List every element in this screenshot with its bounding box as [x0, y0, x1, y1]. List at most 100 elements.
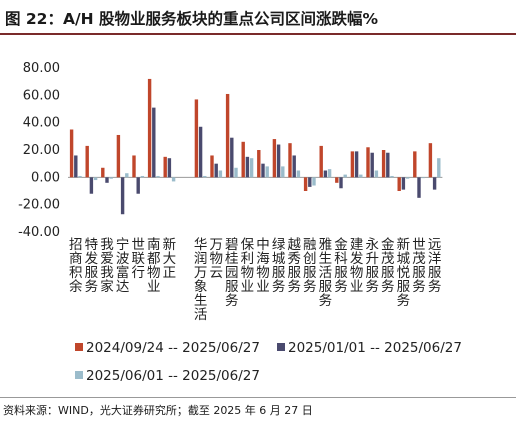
legend-swatch: [277, 343, 285, 351]
category-label: 雅生活服务: [319, 237, 333, 309]
bar: [136, 177, 140, 194]
bar: [390, 175, 394, 178]
bar: [241, 141, 245, 178]
bar: [359, 174, 363, 178]
bar: [374, 170, 379, 178]
category-label: 南都物业: [147, 237, 161, 295]
bar: [249, 158, 254, 178]
bar: [257, 150, 261, 178]
bar: [276, 144, 281, 178]
bar: [132, 155, 136, 178]
bar: [116, 134, 121, 178]
bar: [432, 177, 437, 190]
bar: [327, 169, 332, 178]
bar: [89, 177, 94, 194]
y-tick-label: -20.00: [18, 198, 60, 213]
bar: [319, 145, 323, 178]
bar: [312, 177, 316, 186]
bar: [401, 177, 406, 190]
bar: [343, 174, 347, 178]
bar: [225, 93, 230, 178]
category-label: 我爱我家: [100, 237, 114, 295]
bar: [69, 129, 74, 178]
bar: [370, 152, 374, 178]
bar: [323, 170, 328, 178]
category-label: 远洋服务: [428, 237, 442, 295]
bar: [292, 155, 296, 178]
bar: [308, 177, 312, 187]
bar: [214, 163, 218, 178]
legend: 2024/09/24 -- 2025/06/27 2025/01/01 -- 20…: [75, 340, 462, 384]
category-label: 万物云: [209, 237, 223, 281]
bar: [218, 170, 223, 178]
bar: [417, 177, 421, 198]
legend-swatch: [75, 343, 83, 351]
bar: [198, 126, 203, 178]
bar: [171, 177, 176, 182]
category-label: 世茂服务: [412, 237, 426, 295]
bar: [397, 177, 401, 191]
bar: [234, 167, 238, 178]
category-label: 华润万象生活: [194, 237, 208, 323]
bar: [335, 177, 339, 183]
bar: [125, 173, 129, 178]
bar: [152, 107, 156, 178]
bar: [303, 177, 308, 191]
y-tick-label: -40.00: [18, 225, 60, 240]
bar: [366, 147, 370, 178]
bar: [101, 167, 105, 178]
bar: [120, 177, 125, 215]
bar: [386, 152, 390, 178]
y-tick-label: 60.00: [23, 88, 60, 103]
bars: [69, 78, 441, 215]
footer-divider: [0, 397, 516, 398]
legend-label: 2025/06/01 -- 2025/06/27: [86, 368, 260, 384]
bar: [281, 166, 285, 178]
bar: [210, 155, 214, 178]
bar: [413, 151, 417, 178]
category-label: 永升服务: [365, 237, 379, 295]
bar: [265, 166, 269, 178]
category-label: 新城悦服务: [397, 237, 411, 309]
bar: [339, 177, 343, 189]
bar: [245, 156, 250, 178]
category-label: 宁波富达: [116, 236, 130, 295]
category-label: 碧桂园服务: [225, 237, 239, 309]
bar: [93, 177, 98, 181]
category-label: 新大正: [163, 237, 177, 281]
legend-swatch: [75, 371, 83, 379]
category-label: 招商积余: [69, 237, 83, 295]
category-label: 建发物业: [350, 237, 364, 295]
bar: [272, 139, 277, 178]
legend-label: 2024/09/24 -- 2025/06/27: [86, 340, 260, 356]
bar: [230, 137, 234, 178]
axes: 80.00 60.00 40.00 20.00 0.00 -20.00 -40.00: [18, 61, 443, 240]
category-label: 融创服务: [303, 237, 317, 295]
category-label: 特发服务: [85, 237, 99, 295]
y-tick-label: 20.00: [23, 143, 60, 158]
bar: [78, 175, 82, 178]
bar: [85, 145, 89, 178]
bar: [428, 143, 433, 178]
legend-label: 2025/01/01 -- 2025/06/27: [288, 340, 462, 356]
bar: [437, 158, 441, 178]
y-tick-label: 80.00: [23, 61, 60, 76]
title-divider: [0, 33, 516, 35]
category-label: 中海物业: [256, 237, 270, 295]
bar: [105, 177, 109, 183]
bar: [261, 163, 265, 178]
bar: [156, 175, 160, 178]
bar: [140, 175, 145, 178]
figure-header: 图 22：A/H 股物业服务板块的重点公司区间涨跌幅%: [0, 0, 516, 36]
bar: [167, 158, 172, 178]
bar: [147, 78, 152, 178]
bar: [74, 155, 78, 178]
bar: [163, 156, 167, 178]
category-label: 绿城服务: [272, 237, 286, 295]
category-label: 越秀服务: [287, 237, 301, 295]
category-label: 保利物业: [241, 237, 255, 295]
bar: [381, 150, 386, 178]
chart-title: 图 22：A/H 股物业服务板块的重点公司区间涨跌幅%: [5, 10, 379, 28]
y-tick-label: 0.00: [31, 170, 60, 185]
